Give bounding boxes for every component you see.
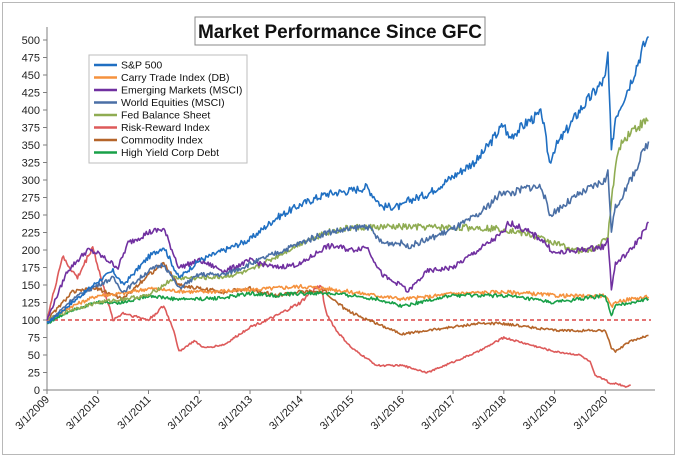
y-tick-label: 300 [22,175,40,187]
series-line-5 [46,246,631,388]
legend-label: Carry Trade Index (DB) [121,72,230,84]
series-line-1 [46,283,650,322]
y-tick-label: 175 [22,263,40,275]
y-tick-label: 125 [22,298,40,310]
y-tick-label: 250 [22,210,40,222]
x-tick-label: 3/1/2020 [572,394,611,433]
series-line-3 [46,141,650,324]
y-tick-label: 450 [22,70,40,82]
legend-label: World Equities (MSCI) [121,97,225,109]
y-tick-label: 350 [22,140,40,152]
series-line-6 [46,261,649,353]
line-chart: Market Performance Since GFC 0 25 50 75 100 1… [13,16,655,433]
x-tick-label: 3/1/2018 [470,394,509,433]
x-tick-label: 3/1/2009 [13,394,52,433]
legend-label: High Yield Corp Debt [121,147,219,159]
series-line-4 [46,117,649,321]
x-tick-label: 3/1/2010 [64,394,103,433]
x-tick-label: 3/1/2011 [115,394,153,432]
title-box: Market Performance Since GFC [194,16,486,46]
y-tick-label: 225 [22,228,40,240]
y-tick-label: 75 [28,333,40,345]
x-tick-label: 3/1/2013 [216,394,255,433]
legend-label: Commodity Index [121,135,203,147]
chart-title: Market Performance Since GFC [198,22,482,43]
y-tick-label: 325 [22,158,40,170]
y-tick-label: 25 [28,368,40,380]
y-tick-label: 100 [22,315,40,327]
x-tick-label: 3/1/2019 [521,394,560,433]
y-tick-label: 475 [22,53,40,65]
y-tick-label: 50 [28,350,40,362]
series-line-0 [46,35,650,324]
x-tick-label: 3/1/2012 [166,394,205,433]
y-tick-label: 425 [22,88,40,100]
series-line-2 [46,220,650,321]
x-tick-label: 3/1/2014 [267,394,306,433]
legend-label: Fed Balance Sheet [121,110,210,122]
y-tick-label: 0 [34,385,40,397]
chart-frame: Market Performance Since GFC 0 25 50 75 100 1… [2,2,675,455]
y-tick-label: 275 [22,193,40,205]
y-tick-label: 500 [22,35,40,47]
x-tick-label: 3/1/2016 [369,394,408,433]
series-lines [46,35,650,388]
legend-label: Risk-Reward Index [121,122,210,134]
legend-box [88,54,248,164]
legend-label: Emerging Markets (MSCI) [121,85,242,97]
legend-label: S&P 500 [121,60,162,72]
y-tick-label: 400 [22,105,40,117]
x-tick-label: 3/1/2015 [318,394,357,433]
x-tick-label: 3/1/2017 [419,394,458,433]
y-tick-label: 150 [22,280,40,292]
y-tick-label: 200 [22,245,40,257]
y-tick-label: 375 [22,123,40,135]
